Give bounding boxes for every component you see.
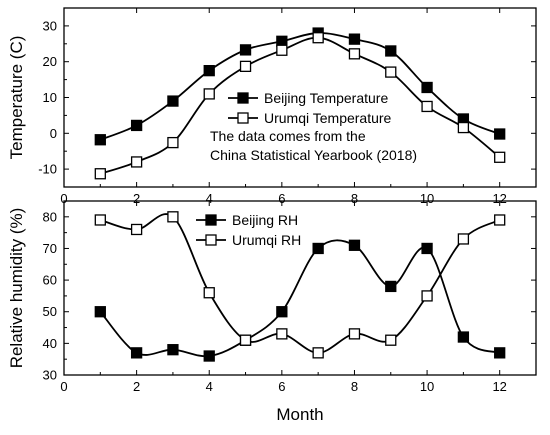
x-tick-label: 4	[206, 191, 213, 206]
data-point	[203, 88, 215, 100]
x-tick-label: 6	[278, 379, 285, 394]
data-point	[130, 223, 143, 236]
data-point	[421, 81, 433, 94]
y-tick-label: 40	[43, 336, 57, 351]
x-axis-title: Month	[276, 405, 323, 424]
data-point	[167, 95, 179, 107]
data-point	[203, 287, 215, 299]
panel-2: 0 2 4 6 8 10 12 30 40 50 60 70 80 Relative humidity (…	[7, 200, 537, 424]
legend-marker	[205, 234, 217, 246]
x-tick-label: 12	[492, 191, 506, 206]
data-point	[94, 134, 106, 146]
y-tick-label: 20	[43, 54, 57, 69]
data-point	[239, 44, 252, 56]
data-point	[167, 344, 179, 356]
x-tick-label: 2	[133, 379, 140, 394]
data-point	[457, 331, 470, 343]
data-point	[167, 136, 179, 149]
x-tick-label: 6	[278, 191, 285, 206]
data-point	[276, 306, 288, 318]
annotation-text: The data comes from the	[210, 128, 366, 144]
data-point	[276, 328, 288, 340]
data-point	[494, 347, 506, 359]
data-point	[385, 45, 397, 57]
data-point	[94, 168, 106, 180]
data-point	[312, 32, 324, 44]
y-tick-label: 0	[50, 126, 57, 141]
data-point	[385, 334, 397, 346]
data-point	[421, 100, 433, 113]
data-point	[239, 334, 252, 346]
data-point	[385, 66, 397, 78]
data-point	[457, 121, 470, 134]
series-line	[99, 239, 501, 358]
data-point	[276, 44, 288, 56]
x-tick-label: 10	[420, 379, 434, 394]
data-point	[167, 211, 179, 223]
series-beijing-temperature	[94, 27, 506, 146]
legend: Beijing Temperature Urumqi Temperature	[228, 90, 392, 126]
data-point	[348, 48, 361, 60]
data-point	[494, 214, 506, 226]
data-point	[203, 350, 215, 362]
data-point	[348, 328, 361, 340]
data-point	[457, 233, 470, 245]
annotation-text: China Statistical Yearbook (2018)	[210, 147, 417, 163]
data-point	[385, 280, 397, 293]
legend-label: Urumqi Temperature	[264, 110, 392, 126]
legend-label: Beijing Temperature	[264, 90, 388, 106]
series-beijing-rh	[94, 239, 506, 362]
y-tick-label: 60	[43, 273, 57, 288]
y-tick-label: 50	[43, 304, 57, 319]
data-point	[348, 33, 361, 45]
data-point	[421, 290, 433, 302]
y-axis-title: Relative humidity (%)	[7, 208, 26, 369]
data-point	[348, 239, 361, 251]
data-point	[312, 242, 324, 255]
data-point	[494, 128, 506, 140]
y-tick-label: 30	[43, 18, 57, 33]
x-tick-label: 12	[492, 379, 506, 394]
y-axis-title: Temperature (C)	[7, 36, 26, 160]
legend-marker	[237, 92, 249, 104]
data-point	[203, 65, 215, 77]
legend-label: Beijing RH	[232, 212, 298, 228]
x-tick-label: 0	[60, 191, 67, 206]
x-tick-label: 8	[351, 379, 358, 394]
y-tick-label: 30	[43, 368, 57, 383]
y-tick-label: 80	[43, 209, 57, 224]
series-urumqi-temperature	[94, 32, 506, 180]
y-tick-label: 10	[43, 90, 57, 105]
x-tick-label: 2	[133, 191, 140, 206]
data-point	[239, 60, 252, 73]
x-tick-label: 0	[60, 379, 67, 394]
data-point	[312, 347, 324, 359]
x-tick-label: 10	[420, 191, 434, 206]
x-tick-label: 8	[351, 191, 358, 206]
data-point	[94, 214, 106, 226]
data-point	[130, 347, 143, 359]
legend-label: Urumqi RH	[232, 232, 301, 248]
data-point	[421, 242, 433, 255]
series-urumqi-rh	[94, 211, 506, 359]
x-tick-label: 4	[206, 379, 213, 394]
data-point	[130, 156, 143, 168]
legend-marker	[205, 214, 217, 226]
y-tick-label: 70	[43, 241, 57, 256]
legend: Beijing RH Urumqi RH	[196, 212, 301, 248]
data-point	[94, 306, 106, 318]
legend-marker	[237, 112, 249, 124]
data-point	[494, 151, 506, 163]
y-tick-label: -10	[38, 162, 57, 177]
data-point	[130, 119, 143, 132]
plot-frame	[63, 200, 537, 376]
